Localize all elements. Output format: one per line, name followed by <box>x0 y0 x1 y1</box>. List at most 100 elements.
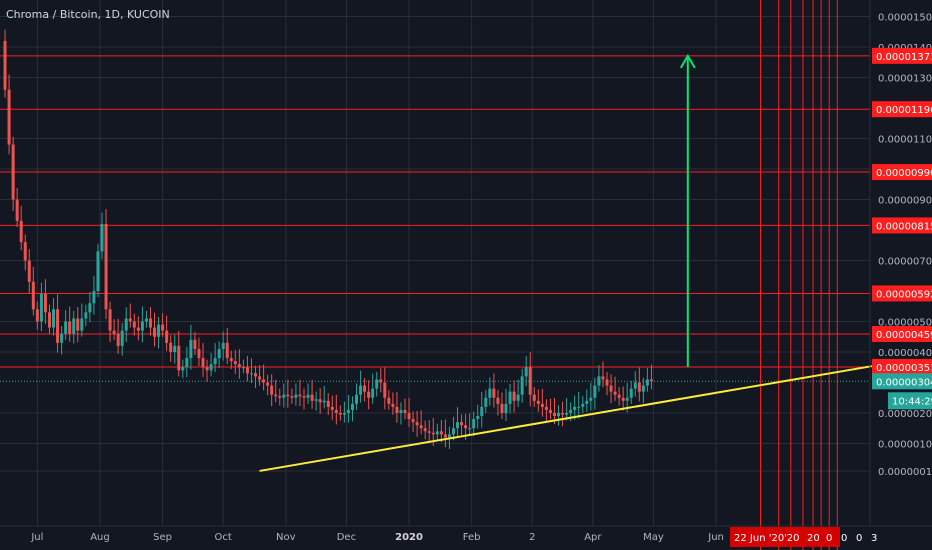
candle-body <box>302 396 306 398</box>
candle-body <box>144 318 148 322</box>
candle-body <box>11 144 15 200</box>
candle-body <box>104 223 108 310</box>
candle-body <box>496 397 500 404</box>
candle-body <box>43 294 47 313</box>
candle-body <box>468 428 472 430</box>
candle-body <box>439 431 443 435</box>
candle-body <box>112 330 116 334</box>
candle-body <box>209 364 213 371</box>
candle-body <box>177 345 181 371</box>
candle-body <box>241 367 245 369</box>
candle-body <box>128 318 132 322</box>
time-range-label: '20 <box>784 533 799 544</box>
candle-body <box>84 312 88 319</box>
candle-body <box>447 434 451 438</box>
candle-body <box>221 342 225 349</box>
candle-body <box>629 388 633 398</box>
candle-body <box>173 345 177 352</box>
candle-body <box>270 385 274 395</box>
candle-body <box>649 379 653 382</box>
candle-body <box>342 413 346 415</box>
candle-body <box>278 396 282 398</box>
candle-body <box>72 318 76 334</box>
candle-body <box>181 367 185 371</box>
candle-body <box>31 281 35 310</box>
level-label-bg <box>872 326 932 343</box>
candle-body <box>464 425 468 429</box>
candle-body <box>540 403 544 407</box>
candle-body <box>229 358 233 362</box>
candle-body <box>399 409 403 413</box>
candle-body <box>346 409 350 413</box>
candle-body <box>536 400 540 404</box>
candle-body <box>355 394 359 404</box>
candle-body <box>185 358 189 368</box>
candle-body <box>56 309 60 343</box>
candle-body <box>64 321 68 334</box>
time-range-label: 22 Jun '20 <box>734 533 784 544</box>
time-axis[interactable]: Jul Aug Sep Oct Nov Dec 2020 Feb 2 Apr May Jun 22 Ju… <box>30 527 877 547</box>
candle-body <box>233 361 237 365</box>
candle-body <box>274 394 278 397</box>
candle-body <box>383 382 387 398</box>
candle-body <box>80 318 84 331</box>
candle-body <box>68 321 72 334</box>
time-range-label: 0 <box>826 533 832 544</box>
time-tick-label: Sep <box>153 532 172 543</box>
candle-body <box>480 406 484 417</box>
time-tick-label: Jul <box>30 532 43 543</box>
time-tick-label: Nov <box>276 532 296 543</box>
level-label-bg <box>872 285 932 302</box>
candle-body <box>557 413 561 417</box>
candle-body <box>100 223 104 252</box>
level-label-bg <box>872 47 932 64</box>
candle-body <box>617 394 621 398</box>
candle-body <box>359 385 363 395</box>
candle-body <box>334 409 338 413</box>
candle-body <box>3 40 7 90</box>
candles <box>3 29 653 449</box>
candle-body <box>39 294 43 322</box>
candle-body <box>577 406 581 408</box>
candle-body <box>593 385 597 398</box>
candle-body <box>15 199 19 221</box>
target-arrow <box>679 53 696 367</box>
candle-body <box>27 260 31 282</box>
level-label: 0.00000815 <box>876 221 932 232</box>
candle-body <box>524 367 528 377</box>
candle-body <box>456 422 460 429</box>
candle-body <box>561 413 565 415</box>
candle-body <box>290 396 294 398</box>
candle-body <box>298 394 302 397</box>
vertical-red-lines <box>760 0 838 550</box>
candle-body <box>157 324 161 337</box>
candle-body <box>621 397 625 401</box>
candle-body <box>116 333 120 346</box>
level-label: 0.00001371 <box>876 52 932 63</box>
countdown-bg <box>888 392 932 410</box>
candle-body <box>585 400 589 404</box>
candle-body <box>153 327 157 337</box>
candle-body <box>225 342 229 359</box>
candle-body <box>363 385 367 392</box>
candle-body <box>148 318 152 328</box>
candle-body <box>262 379 266 383</box>
candle-body <box>625 397 629 401</box>
candle-body <box>500 403 504 413</box>
candle-body <box>565 413 569 415</box>
time-range-label: 0 <box>856 533 862 544</box>
candle-body <box>169 342 173 352</box>
candle-body <box>427 431 431 433</box>
time-tick-label: Dec <box>337 532 356 543</box>
candle-body <box>492 388 496 398</box>
trendline <box>259 363 880 472</box>
candle-body <box>641 385 645 392</box>
price-tick-label: 0.00000010 <box>878 467 932 478</box>
candle-body <box>569 409 573 413</box>
